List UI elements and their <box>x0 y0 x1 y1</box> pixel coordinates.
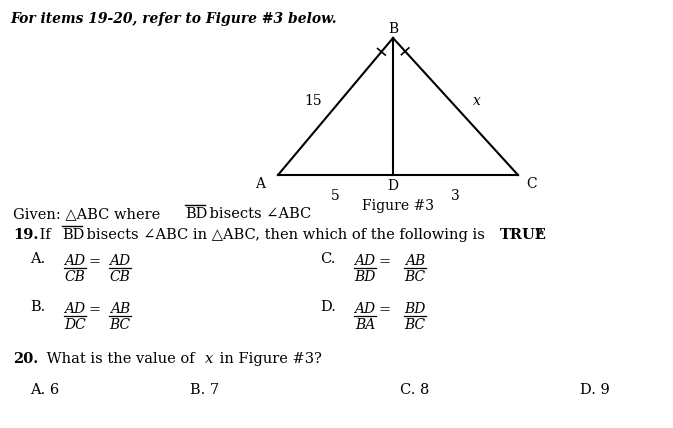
Text: AD: AD <box>65 302 85 316</box>
Text: BC: BC <box>404 270 425 284</box>
Text: 19.: 19. <box>13 228 38 242</box>
Text: x: x <box>205 352 213 366</box>
Text: If: If <box>35 228 55 242</box>
Text: AD: AD <box>355 302 376 316</box>
Text: D. 9: D. 9 <box>580 383 610 397</box>
Text: AD: AD <box>110 254 131 268</box>
Text: BC: BC <box>404 318 425 332</box>
Text: D: D <box>388 179 398 193</box>
Text: DC: DC <box>64 318 86 332</box>
Text: BD: BD <box>354 270 376 284</box>
Text: 15: 15 <box>304 94 322 108</box>
Text: A.: A. <box>30 252 45 266</box>
Text: A: A <box>255 177 265 191</box>
Text: AB: AB <box>405 254 425 268</box>
Text: AD: AD <box>355 254 376 268</box>
Text: B. 7: B. 7 <box>190 383 219 397</box>
Text: CB: CB <box>65 270 85 284</box>
Text: What is the value of: What is the value of <box>42 352 199 366</box>
Text: in Figure #3?: in Figure #3? <box>215 352 322 366</box>
Text: AB: AB <box>110 302 130 316</box>
Text: bisects ∠ABC: bisects ∠ABC <box>205 207 311 221</box>
Text: AD: AD <box>65 254 85 268</box>
Text: =: = <box>89 303 101 317</box>
Text: Given: △ABC where: Given: △ABC where <box>13 207 165 221</box>
Text: BD: BD <box>185 207 207 221</box>
Text: ?: ? <box>534 228 542 242</box>
Text: B: B <box>388 22 398 36</box>
Text: TRUE: TRUE <box>500 228 547 242</box>
Text: 3: 3 <box>451 189 460 203</box>
Text: BD: BD <box>404 302 426 316</box>
Text: =: = <box>379 255 391 269</box>
Text: BC: BC <box>110 318 131 332</box>
Text: D.: D. <box>320 300 336 314</box>
Text: =: = <box>379 303 391 317</box>
Text: 5: 5 <box>330 189 339 203</box>
Text: For items 19-20, refer to Figure #3 below.: For items 19-20, refer to Figure #3 belo… <box>10 12 336 26</box>
Text: C: C <box>527 177 537 191</box>
Text: Figure #3: Figure #3 <box>362 199 434 213</box>
Text: BA: BA <box>355 318 375 332</box>
Text: A. 6: A. 6 <box>30 383 59 397</box>
Text: B.: B. <box>30 300 45 314</box>
Text: x: x <box>473 94 481 108</box>
Text: 20.: 20. <box>13 352 38 366</box>
Text: BD: BD <box>62 228 84 242</box>
Text: bisects ∠ABC in △ABC, then which of the following is: bisects ∠ABC in △ABC, then which of the … <box>82 228 489 242</box>
Text: C. 8: C. 8 <box>400 383 429 397</box>
Text: C.: C. <box>320 252 335 266</box>
Text: CB: CB <box>110 270 131 284</box>
Text: =: = <box>89 255 101 269</box>
